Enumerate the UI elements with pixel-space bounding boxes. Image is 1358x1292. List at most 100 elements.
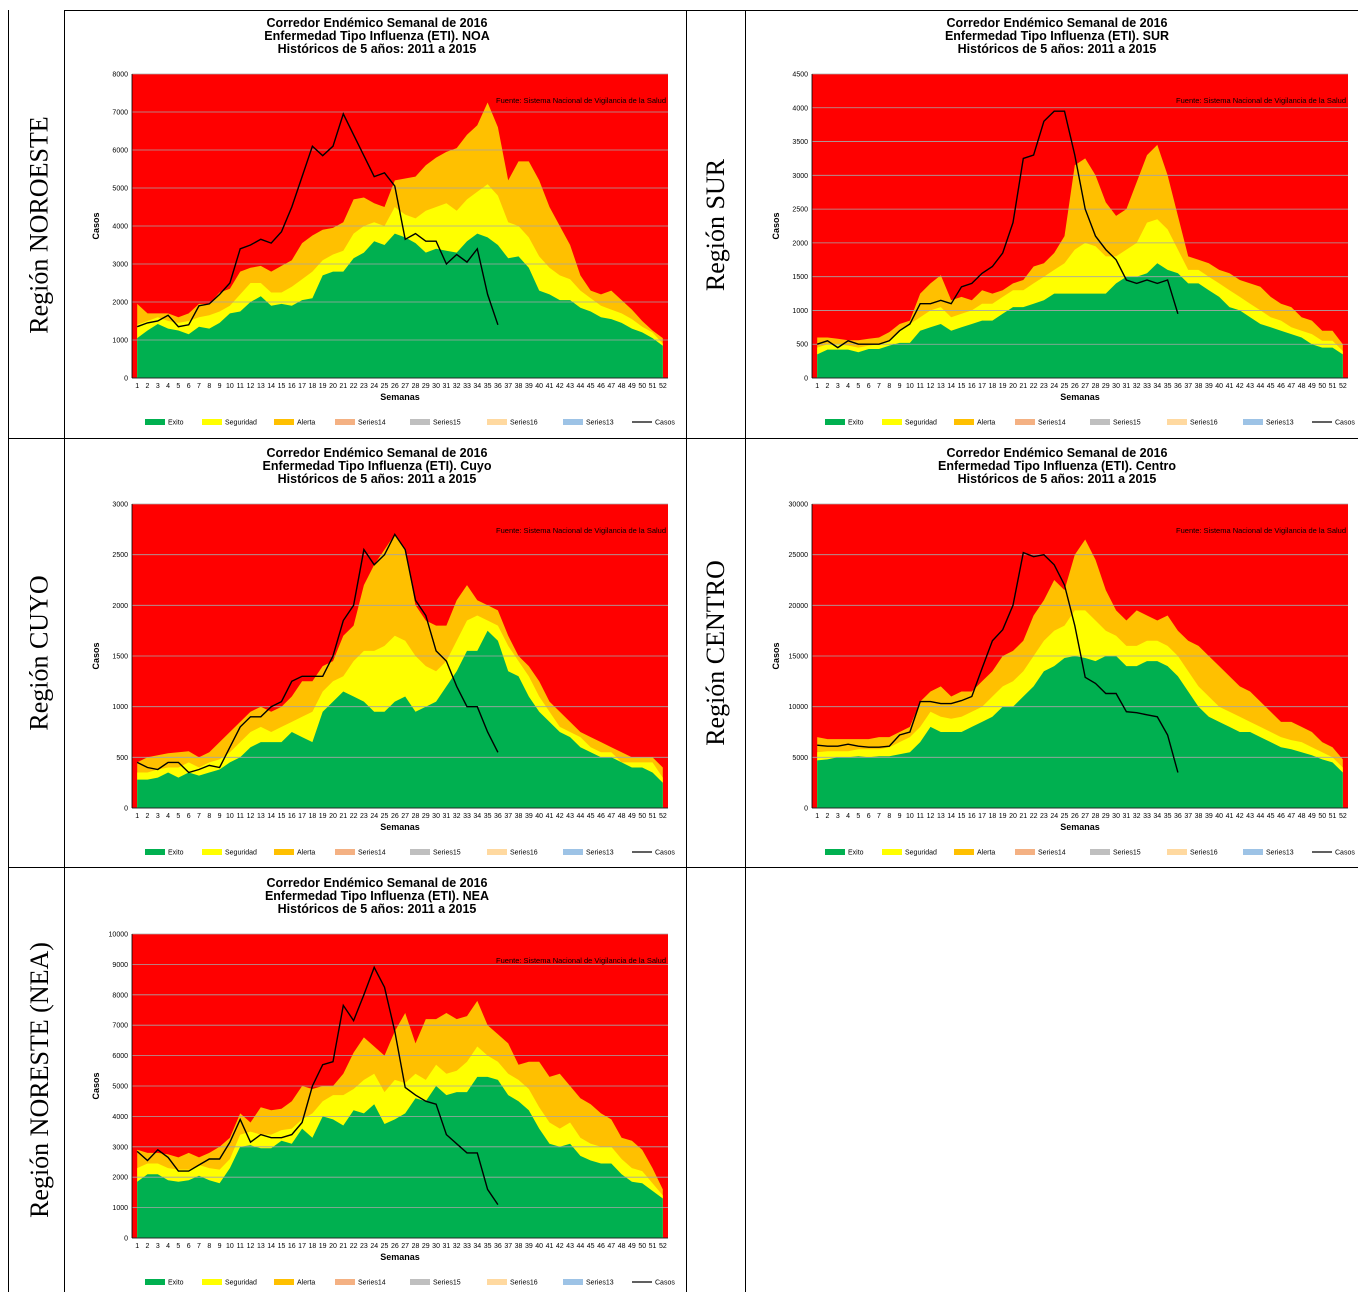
x-tick-label: 40 — [1215, 383, 1223, 390]
x-tick-label: 31 — [442, 383, 450, 390]
x-tick-label: 19 — [319, 383, 327, 390]
x-tick-label: 1 — [135, 813, 139, 820]
x-tick-label: 40 — [535, 383, 543, 390]
x-tick-label: 37 — [1184, 813, 1192, 820]
legend-swatch-series14 — [335, 419, 355, 425]
region-label-centro: Región CENTRO — [687, 439, 745, 867]
x-tick-label: 28 — [412, 813, 420, 820]
x-tick-label: 19 — [319, 1243, 327, 1250]
x-tick-label: 12 — [247, 1243, 255, 1250]
x-tick-label: 2 — [826, 813, 830, 820]
x-tick-label: 41 — [1226, 813, 1234, 820]
x-tick-label: 45 — [1267, 383, 1275, 390]
x-tick-label: 9 — [898, 813, 902, 820]
series-casos-nuevos-line — [136, 965, 499, 1205]
x-tick-label: 14 — [947, 383, 955, 390]
series-exito-area — [137, 1076, 663, 1238]
region-label-sur: Región SUR — [687, 11, 745, 438]
x-tick-label: 21 — [339, 383, 347, 390]
x-tick-label: 7 — [877, 813, 881, 820]
region-label-text: Región CUYO — [25, 575, 54, 731]
x-tick-label: 3 — [156, 383, 160, 390]
y-tick-label: 15000 — [789, 654, 809, 661]
legend-label-series13: Series13 — [586, 850, 614, 857]
x-tick-label: 31 — [442, 813, 450, 820]
x-tick-label: 48 — [1298, 813, 1306, 820]
x-tick-label: 25 — [1061, 813, 1069, 820]
x-tick-label: 51 — [1329, 813, 1337, 820]
x-tick-label: 37 — [504, 383, 512, 390]
x-tick-label: 40 — [1215, 813, 1223, 820]
x-tick-label: 6 — [187, 1243, 191, 1250]
x-tick-label: 3 — [836, 383, 840, 390]
x-tick-label: 49 — [628, 813, 636, 820]
x-tick-label: 34 — [473, 383, 481, 390]
x-tick-label: 9 — [218, 1243, 222, 1250]
x-tick-label: 15 — [278, 813, 286, 820]
legend-label-series15: Series15 — [1113, 420, 1141, 427]
region-label-text: Región NOROESTE — [25, 115, 55, 334]
x-tick-label: 16 — [288, 1243, 296, 1250]
y-tick-label: 3000 — [112, 502, 128, 509]
x-tick-label: 26 — [391, 813, 399, 820]
x-tick-label: 19 — [999, 383, 1007, 390]
chart-title-line-2: Enfermedad Tipo Influenza (ETI). NEA — [265, 889, 489, 903]
x-tick-label: 41 — [546, 1243, 554, 1250]
legend-label-series13: Series13 — [586, 1280, 614, 1287]
x-tick-label: 10 — [226, 1243, 234, 1250]
legend-swatch-series13 — [563, 849, 583, 855]
x-tick-label: 45 — [587, 1243, 595, 1250]
chart-sur: Corredor Endémico Semanal de 2016 Enferme… — [757, 12, 1357, 432]
source-note: Fuente: Sistema Nacional de Vigilancia d… — [1176, 96, 1346, 105]
x-tick-label: 35 — [1164, 813, 1172, 820]
x-tick-label: 21 — [339, 813, 347, 820]
series-casos-nuevos-line — [816, 110, 1179, 349]
x-tick-label: 35 — [1164, 383, 1172, 390]
x-tick-label: 24 — [1050, 383, 1058, 390]
x-tick-label: 12 — [927, 383, 935, 390]
x-tick-label: 41 — [546, 383, 554, 390]
x-tick-label: 39 — [1205, 813, 1213, 820]
x-tick-label: 15 — [278, 383, 286, 390]
x-tick-label: 24 — [370, 813, 378, 820]
legend-swatch-alerta — [954, 419, 974, 425]
x-tick-label: 27 — [401, 813, 409, 820]
x-tick-label: 22 — [1030, 813, 1038, 820]
legend-swatch-exito — [145, 1279, 165, 1285]
x-tick-label: 52 — [1339, 383, 1347, 390]
y-tick-label: 30000 — [789, 502, 809, 509]
x-tick-label: 9 — [898, 383, 902, 390]
x-tick-label: 52 — [659, 813, 667, 820]
chart-title-line-3: Históricos de 5 años: 2011 a 2015 — [278, 472, 477, 486]
x-tick-label: 25 — [381, 383, 389, 390]
legend-swatch-series15 — [410, 849, 430, 855]
x-tick-label: 13 — [257, 383, 265, 390]
series-casos-nuevos-line — [136, 533, 499, 774]
legend-label-alerta: Alerta — [297, 850, 315, 857]
x-tick-label: 31 — [442, 1243, 450, 1250]
region-label-text: Región NORESTE (NEA) — [25, 942, 55, 1218]
legend-swatch-seguridad — [202, 419, 222, 425]
chart-title-line-1: Corredor Endémico Semanal de 2016 — [947, 446, 1168, 460]
x-tick-label: 48 — [618, 383, 626, 390]
x-tick-label: 4 — [846, 813, 850, 820]
x-tick-label: 3 — [156, 813, 160, 820]
x-tick-label: 24 — [370, 1243, 378, 1250]
x-tick-label: 50 — [638, 383, 646, 390]
x-tick-label: 39 — [525, 813, 533, 820]
y-axis-label: Casos — [91, 212, 101, 239]
x-tick-label: 21 — [339, 1243, 347, 1250]
x-tick-label: 35 — [484, 383, 492, 390]
series-exito-area — [817, 656, 1343, 808]
x-tick-label: 35 — [484, 813, 492, 820]
x-tick-label: 16 — [288, 813, 296, 820]
x-tick-label: 2 — [826, 383, 830, 390]
x-tick-label: 46 — [597, 813, 605, 820]
legend-swatch-series16 — [1167, 419, 1187, 425]
x-tick-label: 42 — [1236, 383, 1244, 390]
x-tick-label: 23 — [360, 383, 368, 390]
x-tick-label: 22 — [350, 383, 358, 390]
legend-label-series14: Series14 — [358, 420, 386, 427]
x-tick-label: 25 — [381, 813, 389, 820]
y-tick-label: 2500 — [112, 552, 128, 559]
